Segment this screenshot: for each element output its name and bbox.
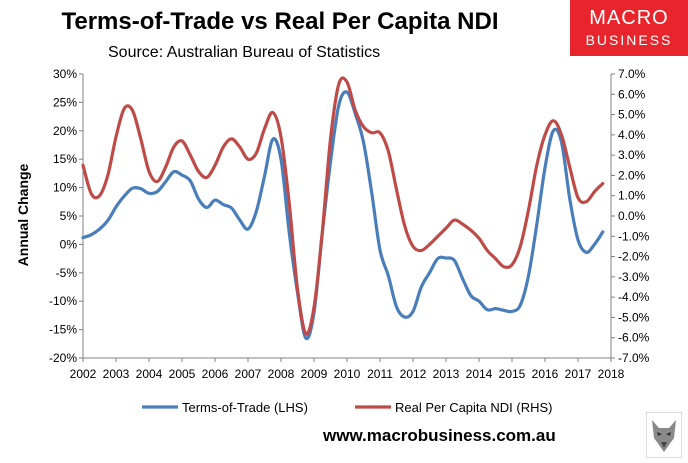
x-tick-label: 2010: [334, 367, 361, 381]
right-y-tick-label: 4.0%: [618, 128, 646, 142]
x-tick-label: 2005: [169, 367, 196, 381]
left-y-ticks: -20% -15% -10% -5% 0% 5% 10% 15% 20% 25% 30%: [49, 67, 83, 365]
left-y-tick-label: 30%: [53, 67, 77, 81]
x-tick-label: 2016: [532, 367, 559, 381]
right-y-tick-label: 3.0%: [618, 148, 646, 162]
x-tick-label: 2017: [565, 367, 592, 381]
chart-subtitle: Source: Australian Bureau of Statistics: [108, 44, 381, 61]
chart-legend: Terms-of-Trade (LHS) Real Per Capita NDI …: [142, 400, 553, 415]
right-y-tick-label: 7.0%: [618, 67, 646, 81]
right-y-tick-label: 6.0%: [618, 87, 646, 101]
x-tick-label: 2013: [433, 367, 460, 381]
x-tick-label: 2003: [103, 367, 130, 381]
right-y-tick-label: -4.0%: [618, 290, 650, 304]
left-y-tick-label: 0%: [60, 237, 78, 251]
right-y-tick-label: 2.0%: [618, 168, 646, 182]
x-tick-label: 2002: [70, 367, 97, 381]
chart-title: Terms-of-Trade vs Real Per Capita NDI: [61, 8, 499, 35]
legend-label-terms-of-trade: Terms-of-Trade (LHS): [182, 400, 308, 415]
left-y-tick-label: -15%: [49, 323, 77, 337]
website-url[interactable]: www.macrobusiness.com.au: [323, 426, 556, 445]
right-y-tick-label: -1.0%: [618, 229, 650, 243]
terms-of-trade-line: [81, 90, 605, 341]
x-tick-label: 2011: [367, 367, 393, 381]
logo-line-1: MACRO: [589, 7, 669, 29]
x-tick-label: 2015: [499, 367, 526, 381]
right-y-ticks: -7.0% -6.0% -5.0% -4.0% -3.0% -2.0% -1.0% 0.0% 1…: [611, 67, 650, 365]
series-layer: [81, 76, 605, 341]
x-tick-label: 2009: [301, 367, 328, 381]
macrobusiness-logo: MACRO BUSINESS: [570, 0, 688, 56]
x-tick-label: 2014: [466, 367, 493, 381]
right-y-tick-label: -6.0%: [618, 331, 650, 345]
right-y-tick-label: -3.0%: [618, 270, 650, 284]
wolf-logo-icon: [646, 412, 682, 458]
x-ticks: 2002 2003 2004 2005 2006 2007 2008 2009 2010 2011…: [70, 358, 625, 381]
right-y-tick-label: -2.0%: [618, 250, 650, 264]
left-y-tick-label: -5%: [56, 266, 78, 280]
chart-axes: [82, 74, 612, 359]
right-y-tick-label: 0.0%: [618, 209, 646, 223]
right-y-tick-label: 1.0%: [618, 189, 646, 203]
left-y-tick-label: 10%: [53, 181, 77, 195]
real-ndi-line: [81, 76, 605, 336]
x-tick-label: 2012: [400, 367, 427, 381]
x-tick-label: 2004: [136, 367, 163, 381]
left-y-tick-label: 20%: [53, 124, 77, 138]
left-y-tick-label: 15%: [53, 152, 77, 166]
x-tick-label: 2007: [235, 367, 262, 381]
left-y-tick-label: -20%: [49, 351, 77, 365]
x-tick-label: 2018: [598, 367, 625, 381]
right-y-tick-label: -5.0%: [618, 310, 650, 324]
left-y-tick-label: 25%: [53, 95, 77, 109]
logo-line-2: BUSINESS: [585, 32, 673, 48]
y-axis-title: Annual Change: [15, 163, 31, 266]
x-tick-label: 2006: [202, 367, 229, 381]
left-y-tick-label: 5%: [60, 209, 78, 223]
x-tick-label: 2008: [268, 367, 295, 381]
legend-label-real-ndi: Real Per Capita NDI (RHS): [395, 400, 553, 415]
left-y-tick-label: -10%: [49, 294, 77, 308]
right-y-tick-label: 5.0%: [618, 108, 646, 122]
right-y-tick-label: -7.0%: [618, 351, 650, 365]
